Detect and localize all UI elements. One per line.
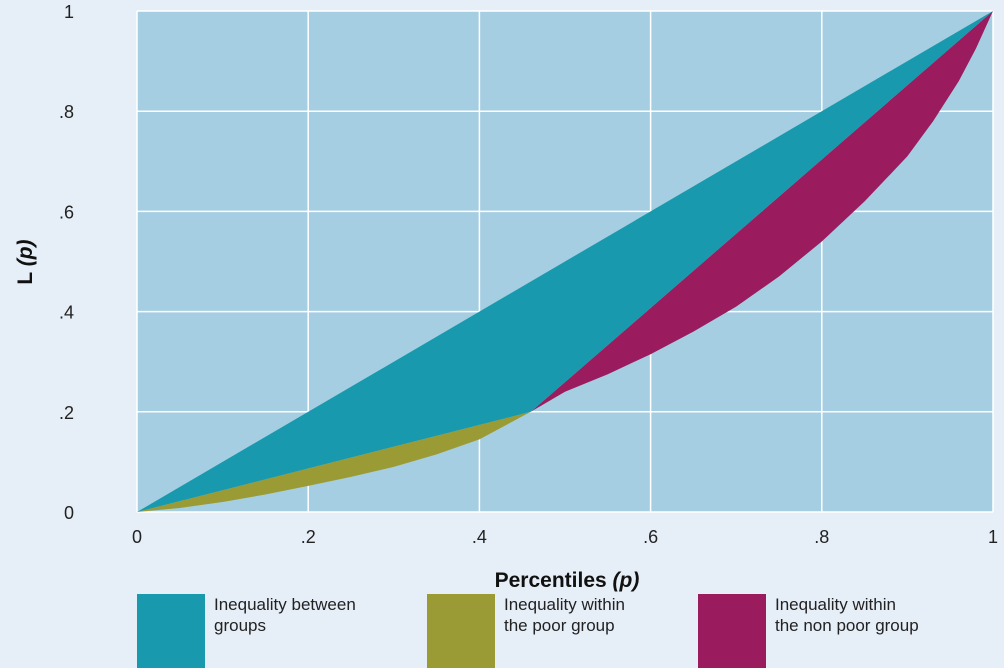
x-tick-label: .8 xyxy=(814,527,829,547)
legend-swatch-within-poor xyxy=(427,594,495,668)
legend-swatch-within-non-poor xyxy=(698,594,766,668)
x-tick-label: 0 xyxy=(132,527,142,547)
legend-label-within-poor: Inequality within the poor group xyxy=(504,594,694,636)
x-tick-label: .6 xyxy=(643,527,658,547)
y-tick-label: 1 xyxy=(64,2,74,22)
legend-label-line1: Inequality within xyxy=(504,595,625,614)
y-tick-label: .2 xyxy=(59,403,74,423)
x-tick-labels: 0 .2 .4 .6 .8 1 xyxy=(132,527,998,547)
x-axis-title: Percentiles (p) xyxy=(495,569,640,592)
legend-label-line2: the poor group xyxy=(504,616,615,635)
legend-label-within-non-poor: Inequality within the non poor group xyxy=(775,594,965,636)
y-tick-label: .6 xyxy=(59,202,74,222)
y-tick-label: 0 xyxy=(64,503,74,523)
y-tick-labels: 0 .2 .4 .6 .8 1 xyxy=(59,2,74,523)
legend-label-line2: the non poor group xyxy=(775,616,919,635)
y-tick-label: .8 xyxy=(59,102,74,122)
area-within-non-poor-group xyxy=(530,11,993,412)
legend-label-line1: Inequality within xyxy=(775,595,896,614)
legend-label-line2: groups xyxy=(214,616,266,635)
legend-label-between-groups: Inequality between groups xyxy=(214,594,404,636)
x-tick-label: .4 xyxy=(472,527,487,547)
legend-swatch-between-groups xyxy=(137,594,205,668)
x-tick-label: .2 xyxy=(301,527,316,547)
legend-label-line1: Inequality between xyxy=(214,595,356,614)
area-between-groups xyxy=(137,11,993,512)
legend-item-within-non-poor: Inequality within the non poor group xyxy=(698,594,965,668)
legend-item-within-poor: Inequality within the poor group xyxy=(427,594,694,668)
y-tick-label: .4 xyxy=(59,303,74,323)
y-axis-title: L (p) xyxy=(14,239,37,284)
x-tick-label: 1 xyxy=(988,527,998,547)
legend-item-between-groups: Inequality between groups xyxy=(137,594,404,668)
